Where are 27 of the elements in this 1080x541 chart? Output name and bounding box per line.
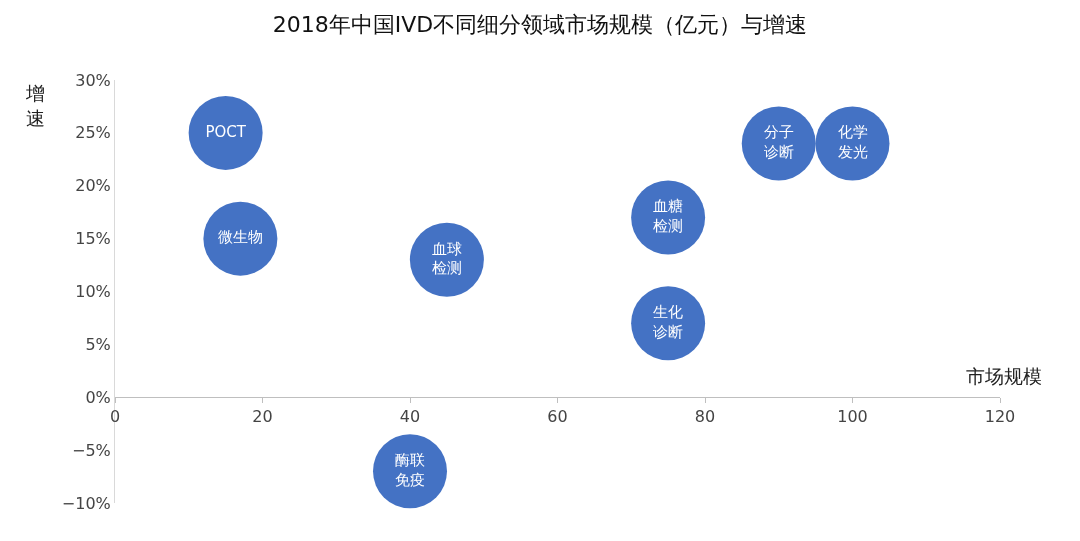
series-label: 酶联免疫 bbox=[395, 451, 425, 489]
series-label: POCT bbox=[205, 122, 247, 141]
y-axis-title: 增速 bbox=[25, 82, 45, 129]
x-axis-title: 市场规模 bbox=[966, 365, 1042, 387]
x-tick-label: 20 bbox=[252, 407, 273, 427]
y-tick-label: 30% bbox=[75, 70, 111, 90]
x-tick-label: 40 bbox=[399, 407, 421, 427]
y-tick-label: 20% bbox=[75, 176, 111, 196]
y-tick-label: 25% bbox=[75, 123, 111, 143]
chart-title: 2018年中国IVD不同细分领域市场规模（亿元）与增速 bbox=[272, 11, 808, 37]
x-tick-label: 120 bbox=[984, 407, 1016, 427]
y-tick-label: −10% bbox=[61, 493, 111, 513]
x-tick-label: 0 bbox=[109, 407, 121, 427]
series-label: 化学发光 bbox=[837, 123, 868, 161]
x-tick-label: 60 bbox=[547, 407, 568, 427]
y-tick-label: −5% bbox=[72, 440, 111, 460]
series-label: 分子诊断 bbox=[763, 123, 794, 161]
y-tick-label: 15% bbox=[75, 229, 111, 249]
series-label: 血球检测 bbox=[431, 239, 462, 278]
series-label: 生化诊断 bbox=[653, 303, 684, 341]
y-tick-label: 0% bbox=[85, 387, 111, 407]
x-tick-label: 80 bbox=[694, 407, 716, 427]
x-tick-label: 100 bbox=[837, 407, 868, 427]
series-label: 微生物 bbox=[217, 228, 263, 247]
y-tick-label: 5% bbox=[85, 334, 111, 354]
series-label: 血糖检测 bbox=[653, 197, 684, 235]
y-tick-label: 10% bbox=[75, 282, 111, 302]
